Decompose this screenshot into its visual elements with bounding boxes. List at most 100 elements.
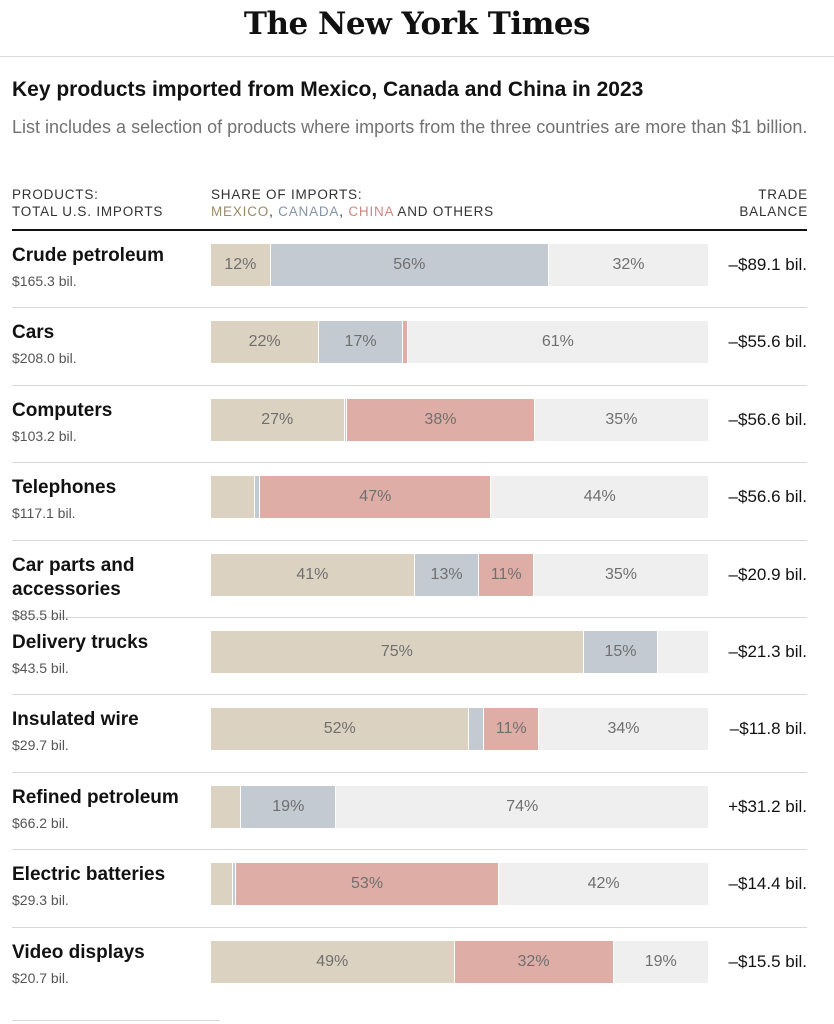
column-header-share-line1: SHARE OF IMPORTS: <box>211 187 363 202</box>
trade-balance: –$11.8 bil. <box>729 719 807 739</box>
product-total-imports: $20.7 bil. <box>12 969 69 986</box>
trade-balance: –$20.9 bil. <box>728 564 807 584</box>
product-name: Car parts and accessories <box>12 554 135 600</box>
bar-segment-canada: 13% <box>414 553 480 596</box>
product-name: Delivery trucks <box>12 631 149 653</box>
column-header-share: SHARE OF IMPORTS: MEXICO, CANADA, CHINA … <box>211 186 494 220</box>
chart-subtitle: List includes a selection of products wh… <box>12 117 808 137</box>
product-label: Computers $103.2 bil. <box>12 399 197 445</box>
bar-segment-others <box>658 630 708 673</box>
bar-segment-china: 47% <box>260 476 492 519</box>
bar-segment-canada <box>233 863 236 906</box>
product-total-imports: $29.3 bil. <box>12 892 69 909</box>
chart-rows: Crude petroleum $165.3 bil. 12% 56% 32% –$89.… <box>0 231 834 1004</box>
column-header-products-line2: TOTAL U.S. IMPORTS <box>12 204 164 219</box>
share-bar: 27% 38% 35% <box>211 398 708 441</box>
trade-balance: –$15.5 bil. <box>728 951 807 971</box>
chart-title: Key products imported from Mexico, Canad… <box>12 78 644 101</box>
bar-segment-canada <box>344 398 347 441</box>
legend-separator: , <box>269 204 279 219</box>
trade-balance: –$89.1 bil. <box>728 255 807 274</box>
product-name: Refined petroleum <box>12 786 179 808</box>
share-bar: 19% 74% <box>211 785 708 828</box>
share-bar: 53% 42% <box>211 863 708 906</box>
bar-segment-canada: 17% <box>319 321 403 364</box>
bar-segment-mexico <box>211 863 234 906</box>
share-bar: 52% 11% 34% <box>211 708 708 751</box>
share-bar: 41% 13% 11% 35% <box>211 553 708 596</box>
product-label: Video displays $20.7 bil. <box>12 941 197 987</box>
product-total-imports: $85.5 bil. <box>12 606 69 623</box>
bar-segment-others: 32% <box>548 244 708 286</box>
bar-segment-canada: 15% <box>583 630 659 673</box>
chart-row: Computers $103.2 bil. 27% 38% 35% –$56.6 bil. <box>12 386 807 464</box>
nyt-logo[interactable]: The New York Times <box>243 6 591 42</box>
header-rule <box>12 229 807 231</box>
bar-segment-mexico: 41% <box>211 553 415 596</box>
column-header-balance-line2: BALANCE <box>739 204 808 219</box>
chart-row: Crude petroleum $165.3 bil. 12% 56% 32% –$89.… <box>12 231 807 309</box>
bar-segment-mexico <box>211 476 256 519</box>
bar-segment-others: 42% <box>499 863 708 906</box>
product-label: Electric batteries $29.3 bil. <box>12 863 197 909</box>
bar-segment-mexico: 27% <box>211 398 345 441</box>
column-header-balance: TRADE BALANCE <box>739 186 808 220</box>
product-total-imports: $103.2 bil. <box>12 427 77 444</box>
product-label: Telephones $117.1 bil. <box>12 476 197 522</box>
bar-segment-mexico: 22% <box>211 321 320 364</box>
bar-segment-china: 32% <box>454 940 614 983</box>
product-label: Cars $208.0 bil. <box>12 321 197 367</box>
share-bar: 49% 32% 19% <box>211 940 708 983</box>
trade-balance: –$55.6 bil. <box>728 332 807 352</box>
column-header-products: PRODUCTS: TOTAL U.S. IMPORTS <box>12 186 163 220</box>
chart-row: Insulated wire $29.7 bil. 52% 11% 34% –$11.8 … <box>12 695 807 773</box>
bar-segment-china: 53% <box>235 863 500 906</box>
bar-segment-canada: 56% <box>270 244 549 286</box>
product-total-imports: $29.7 bil. <box>12 737 69 754</box>
bar-segment-china <box>402 321 408 364</box>
bar-segment-mexico: 12% <box>211 244 271 286</box>
bar-segment-mexico: 75% <box>211 630 584 673</box>
product-label: Delivery trucks $43.5 bil. <box>12 631 197 677</box>
share-bar: 47% 44% <box>211 476 708 519</box>
footer-rule <box>12 1020 220 1021</box>
chart-row: Electric batteries $29.3 bil. 53% 42% –$14.4… <box>12 850 807 928</box>
legend-canada: CANADA <box>278 204 340 219</box>
bar-segment-others: 19% <box>613 940 708 983</box>
chart-row: Car parts and accessories $85.5 bil. 41% 13… <box>12 541 807 623</box>
bar-segment-others: 44% <box>491 476 708 519</box>
share-bar: 75% 15% <box>211 630 708 673</box>
chart-row: Refined petroleum $66.2 bil. 19% 74% +$31.2 … <box>12 773 807 851</box>
chart-row: Cars $208.0 bil. 22% 17% 61% –$55.6 bil. <box>12 308 807 386</box>
column-header-balance-line1: TRADE <box>758 187 808 202</box>
product-name: Telephones <box>12 477 117 499</box>
bar-segment-mexico <box>211 785 242 828</box>
bar-segment-canada <box>469 708 485 751</box>
chart-row: Delivery trucks $43.5 bil. 75% 15% –$21.3 bi… <box>12 618 807 696</box>
product-name: Insulated wire <box>12 709 139 731</box>
product-name: Cars <box>12 322 55 344</box>
chart-row: Video displays $20.7 bil. 49% 32% 19% –$15.5 … <box>12 928 807 1004</box>
bar-segment-mexico: 49% <box>211 940 455 983</box>
product-total-imports: $165.3 bil. <box>12 273 77 289</box>
bar-segment-china: 11% <box>479 553 535 596</box>
product-label: Crude petroleum $165.3 bil. <box>12 244 197 290</box>
bar-segment-china: 38% <box>346 398 535 441</box>
product-label: Refined petroleum $66.2 bil. <box>12 786 197 832</box>
bar-segment-others: 35% <box>534 553 708 596</box>
product-total-imports: $43.5 bil. <box>12 659 69 676</box>
bar-segment-canada <box>255 476 261 519</box>
trade-balance: +$31.2 bil. <box>728 796 807 816</box>
product-total-imports: $66.2 bil. <box>12 814 69 831</box>
bar-segment-china: 11% <box>484 708 539 751</box>
column-header-products-line1: PRODUCTS: <box>12 187 99 202</box>
legend: MEXICO, CANADA, CHINA AND OTHERS <box>211 203 494 220</box>
product-total-imports: $208.0 bil. <box>12 350 77 367</box>
bar-segment-others: 74% <box>336 785 708 828</box>
bar-segment-canada: 19% <box>241 785 337 828</box>
legend-others: AND OTHERS <box>393 204 494 219</box>
share-bar: 12% 56% 32% <box>211 244 708 286</box>
trade-balance: –$56.6 bil. <box>728 409 807 429</box>
masthead: The New York Times <box>0 0 834 57</box>
legend-mexico: MEXICO <box>211 204 270 219</box>
